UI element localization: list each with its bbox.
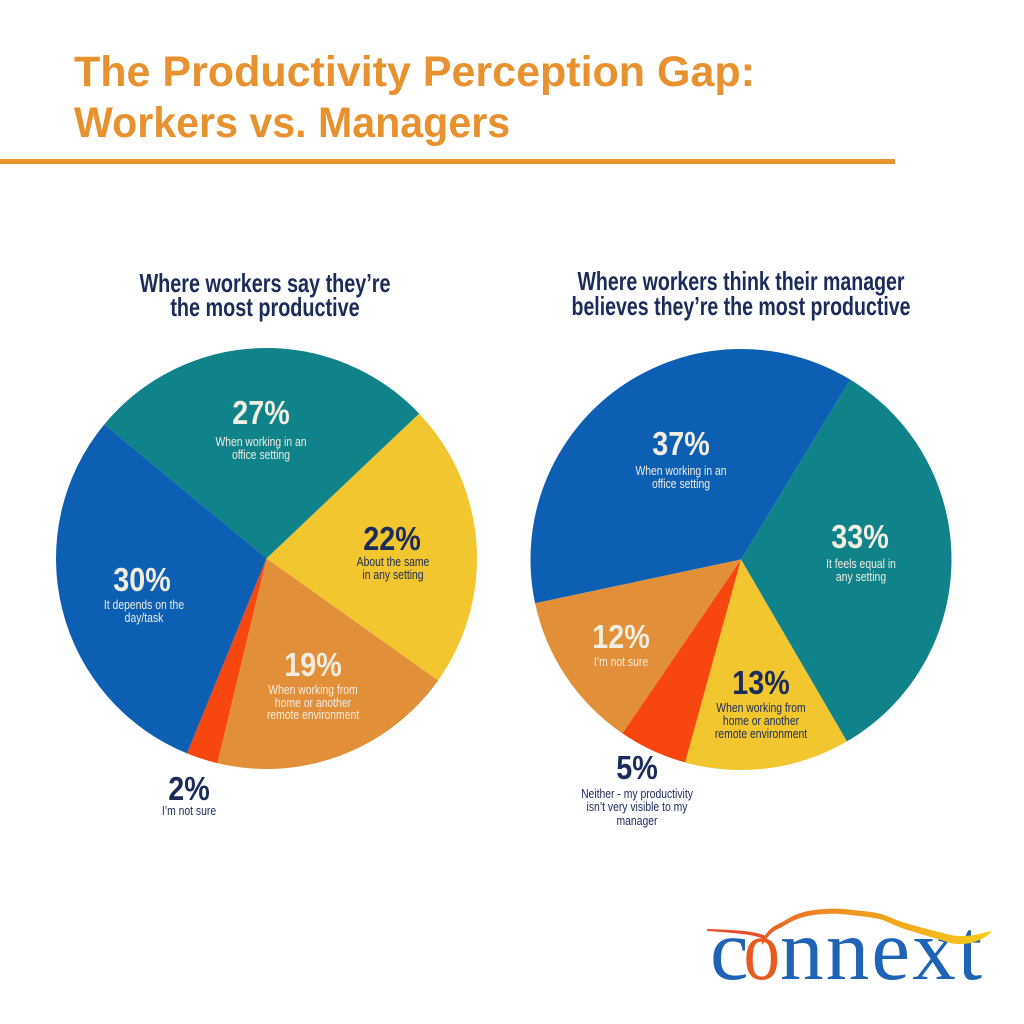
svg-text:c: c bbox=[710, 901, 749, 998]
svg-text:o: o bbox=[744, 902, 781, 998]
